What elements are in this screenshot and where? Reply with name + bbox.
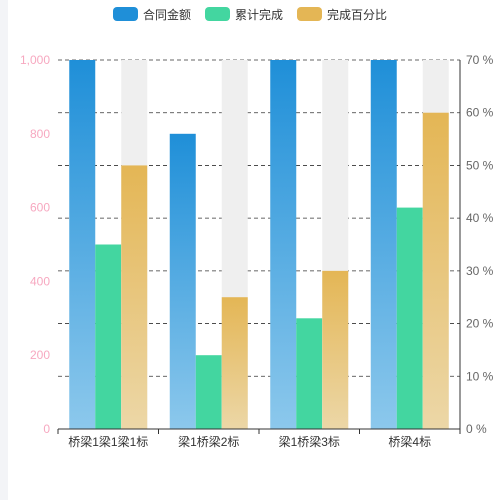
legend-item-contract[interactable]: 合同金额	[112, 6, 191, 23]
bar-contract[interactable]	[270, 60, 297, 429]
left-panel-edge	[0, 0, 8, 500]
bar-percentage[interactable]	[322, 270, 349, 429]
category-label: 梁1桥梁2标	[178, 434, 239, 449]
bars	[69, 60, 449, 430]
bar-cumulative[interactable]	[296, 318, 323, 429]
right-axis-tick-label: 20 %	[466, 317, 494, 331]
bar-percentage[interactable]	[121, 165, 148, 429]
legend-swatch-percentage	[297, 7, 322, 21]
right-axis-tick-label: 50 %	[466, 158, 494, 172]
left-axis-tick-label: 600	[30, 201, 50, 215]
left-axis-tick-label: 1,000	[20, 53, 50, 67]
left-axis-tick-label: 200	[30, 348, 50, 362]
legend-swatch-contract	[112, 7, 138, 21]
right-axis-tick-label: 0 %	[466, 422, 487, 436]
bar-cumulative[interactable]	[195, 355, 222, 429]
legend-label-cumulative: 累计完成	[234, 7, 283, 22]
right-axis-tick-label: 40 %	[466, 211, 494, 225]
category-label: 桥梁4标	[388, 434, 431, 449]
bar-cumulative[interactable]	[95, 244, 122, 430]
axes: 0 % 10 % 20 % 30 % 40 % 50 % 60 % 70 % 0 200 400 60…	[20, 53, 494, 449]
legend-label-contract: 合同金额	[142, 7, 191, 22]
left-axis-tick-label: 400	[30, 274, 50, 288]
right-axis-tick-label: 30 %	[466, 264, 494, 278]
right-axis-tick-label: 70 %	[466, 53, 494, 67]
legend: 合同金额 累计完成 完成百分比	[0, 4, 500, 24]
legend-item-percentage[interactable]: 完成百分比	[297, 6, 387, 23]
bar-contract[interactable]	[69, 60, 96, 429]
legend-item-cumulative[interactable]: 累计完成	[204, 6, 283, 23]
bar-contract[interactable]	[370, 60, 397, 429]
legend-swatch-cumulative	[204, 7, 230, 21]
category-label: 桥梁1梁1梁1标	[68, 434, 148, 449]
left-axis-tick-label: 800	[30, 127, 50, 141]
bar-cumulative[interactable]	[396, 207, 423, 429]
right-axis-tick-label: 10 %	[466, 369, 494, 383]
bar-percentage[interactable]	[422, 112, 449, 429]
right-axis-tick-label: 60 %	[466, 106, 494, 120]
bar-percentage[interactable]	[221, 297, 248, 429]
bar-contract[interactable]	[169, 133, 196, 430]
legend-label-percentage: 完成百分比	[327, 7, 388, 22]
category-label: 梁1桥梁3标	[279, 434, 340, 449]
left-axis-tick-label: 0	[43, 422, 50, 436]
